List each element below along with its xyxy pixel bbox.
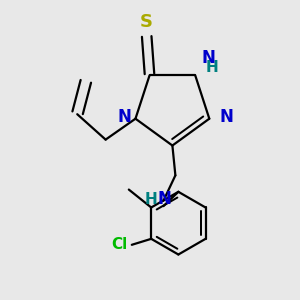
Text: N: N [117, 108, 131, 126]
Text: H: H [205, 60, 218, 75]
Text: H: H [145, 192, 157, 207]
Text: N: N [220, 108, 234, 126]
Text: N: N [202, 49, 216, 67]
Text: S: S [140, 13, 153, 31]
Text: N: N [158, 190, 172, 208]
Text: Cl: Cl [111, 237, 127, 252]
